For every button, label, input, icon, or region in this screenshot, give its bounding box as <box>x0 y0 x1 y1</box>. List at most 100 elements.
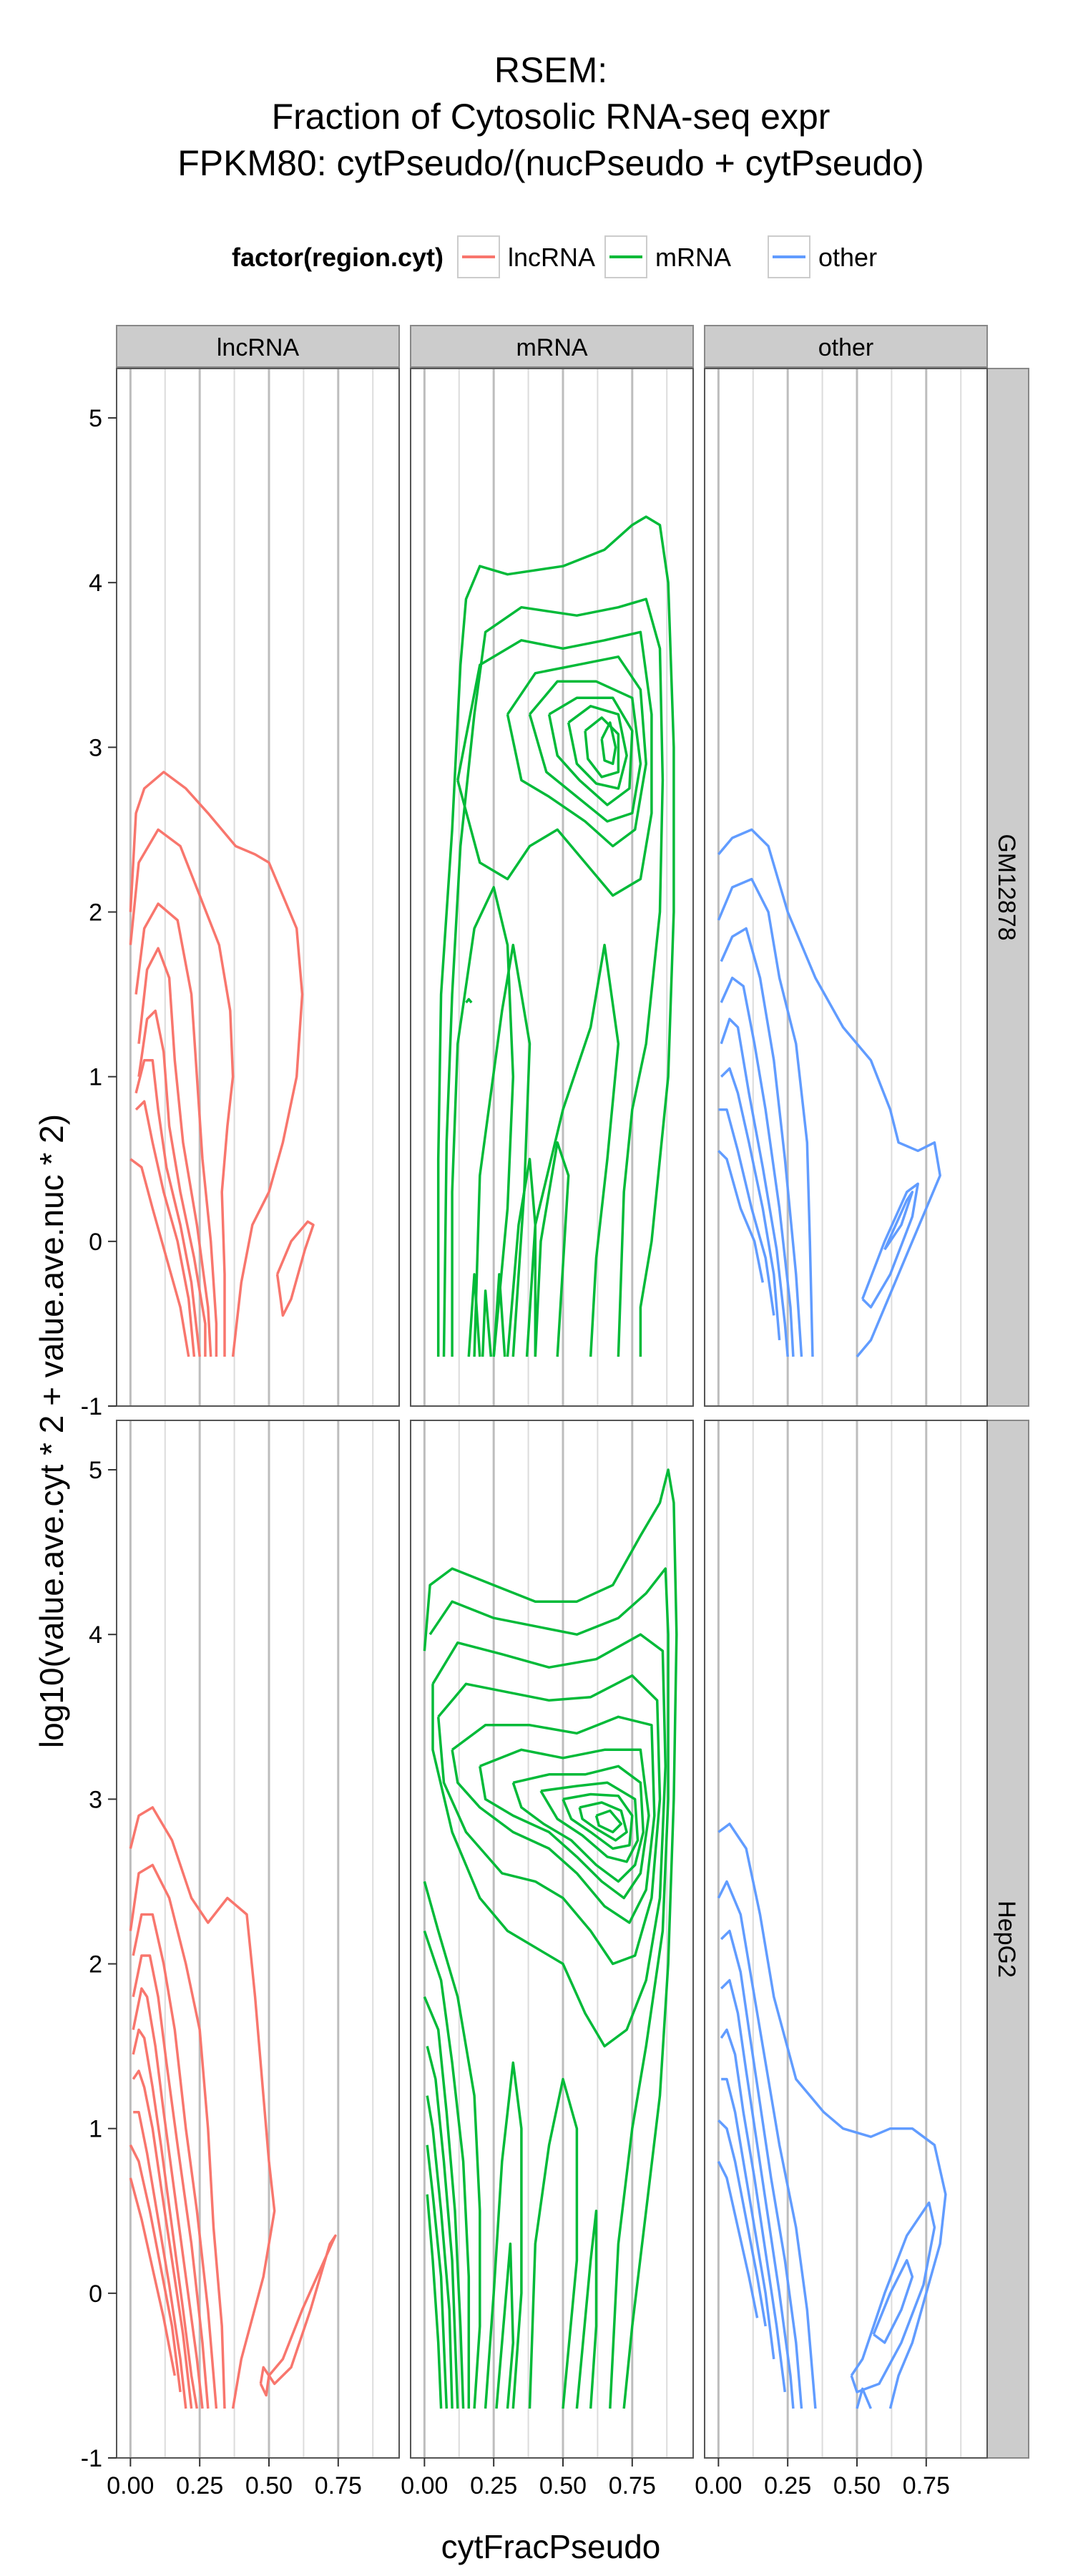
y-tick-label: 0 <box>89 1229 102 1256</box>
x-tick-label: 0.75 <box>315 2472 362 2499</box>
y-tick-label: 5 <box>89 1457 102 1484</box>
density-contour <box>721 2077 775 2360</box>
strip-box <box>410 325 694 368</box>
density-contour <box>720 1018 789 1357</box>
x-tick-label: 0.50 <box>539 2472 587 2499</box>
density-contour <box>883 1191 914 1251</box>
y-tick-label: 1 <box>89 1064 102 1091</box>
x-tick-label: 0.00 <box>695 2472 742 2499</box>
density-contour <box>720 1067 781 1341</box>
density-contour <box>129 828 235 1357</box>
y-tick-label: 3 <box>89 734 102 761</box>
title-line-1: RSEM: <box>494 50 607 90</box>
strip-label: lncRNA <box>217 334 300 361</box>
y-tick-label: 4 <box>89 1621 102 1649</box>
density-contour <box>567 705 628 790</box>
y-tick-label: 5 <box>89 405 102 432</box>
panel-HepG2-lncRNA <box>116 1420 400 2459</box>
density-contour <box>132 1913 218 2409</box>
density-contour <box>137 1009 207 1357</box>
density-contour <box>717 2160 759 2318</box>
density-contour <box>562 1792 634 1850</box>
title-line-2: Fraction of Cytosolic RNA-seq expr <box>272 97 831 137</box>
x-tick-label: 0.25 <box>470 2472 517 2499</box>
facet-strip-other: other <box>704 325 988 368</box>
density-contour <box>428 1567 670 2409</box>
density-contour <box>134 902 218 1357</box>
panel-border <box>410 1420 694 2459</box>
panel-background <box>705 1420 987 2458</box>
strip-box <box>985 368 1029 1407</box>
panel-border <box>116 1420 400 2459</box>
legend-label: other <box>818 243 877 272</box>
x-axis-mRNA: 0.00 0.25 0.50 0.75 <box>401 2458 656 2499</box>
density-contour <box>495 2243 515 2409</box>
contour-group <box>129 771 315 1357</box>
strip-label: GM12878 <box>993 834 1020 940</box>
facet-strip-GM12878: GM12878 <box>985 368 1029 1407</box>
density-contour <box>720 976 795 1357</box>
density-contour <box>456 630 653 897</box>
density-contour <box>528 680 642 823</box>
density-contour <box>584 716 620 779</box>
density-contour <box>717 2119 767 2327</box>
panel-border <box>410 368 694 1407</box>
density-contour <box>129 2144 182 2393</box>
density-contour <box>275 1220 315 1317</box>
x-tick-label: 0.50 <box>833 2472 881 2499</box>
density-contour <box>861 1182 919 1309</box>
density-contour <box>132 1954 210 2409</box>
density-contour <box>717 828 941 1358</box>
density-contour <box>506 1158 537 1357</box>
density-contour <box>720 927 803 1357</box>
strip-box <box>116 325 400 368</box>
y-tick-label: 4 <box>89 570 102 597</box>
panel-background <box>117 369 399 1406</box>
density-contour <box>720 1979 795 2409</box>
density-contour <box>479 1748 650 1900</box>
density-contour <box>137 947 212 1357</box>
density-contour <box>134 1100 196 1357</box>
density-contour <box>423 1930 471 2409</box>
panel-HepG2-other <box>704 1420 988 2459</box>
y-tick-label: -1 <box>81 1393 102 1420</box>
density-contour <box>129 1806 276 2409</box>
density-contour <box>423 1996 465 2409</box>
strip-box <box>704 325 988 368</box>
density-contour <box>259 2366 270 2397</box>
density-contour <box>872 2259 914 2344</box>
density-contour <box>436 515 675 1357</box>
chart-title: RSEM: Fraction of Cytosolic RNA-seq expr… <box>177 50 924 183</box>
y-tick-label: 3 <box>89 1786 102 1813</box>
y-tick-label: 2 <box>89 1951 102 1979</box>
y-tick-label: -1 <box>81 2445 102 2472</box>
x-tick-label: 0.75 <box>903 2472 950 2499</box>
legend-item-lncRNA: lncRNA <box>457 235 595 278</box>
legend-title: factor(region.cyt) <box>232 243 444 272</box>
strip-label: mRNA <box>516 334 587 361</box>
density-contour <box>600 721 617 766</box>
panel-border <box>704 368 988 1407</box>
density-contour <box>484 2061 523 2409</box>
legend-item-other: other <box>768 235 877 278</box>
density-contour <box>856 2387 873 2409</box>
density-contour <box>129 1863 226 2409</box>
legend-label: mRNA <box>655 243 731 272</box>
density-contour <box>718 1108 775 1316</box>
density-contour <box>492 1273 506 1357</box>
density-contour <box>132 1987 204 2409</box>
panel-border <box>116 368 400 1407</box>
density-contour <box>717 1150 765 1283</box>
y-axis-GM12878: -1 0 1 2 3 4 5 <box>81 405 117 1420</box>
x-tick-label: 0.00 <box>401 2472 448 2499</box>
density-contour <box>129 2177 177 2376</box>
density-contour <box>133 2110 187 2409</box>
facet-panels: lncRNA mRNA other GM12878 HepG2 -1 0 1 2 3 4 5 -1 0 1 2… <box>81 325 1029 2499</box>
density-contour <box>451 886 515 1357</box>
density-contour <box>467 1273 481 1357</box>
contour-group <box>129 1806 337 2409</box>
y-axis-HepG2: -1 0 1 2 3 4 5 <box>81 1457 117 2472</box>
density-contour <box>268 2234 337 2386</box>
density-contour <box>426 2145 449 2409</box>
x-axis-other: 0.00 0.25 0.50 0.75 <box>695 2458 950 2499</box>
